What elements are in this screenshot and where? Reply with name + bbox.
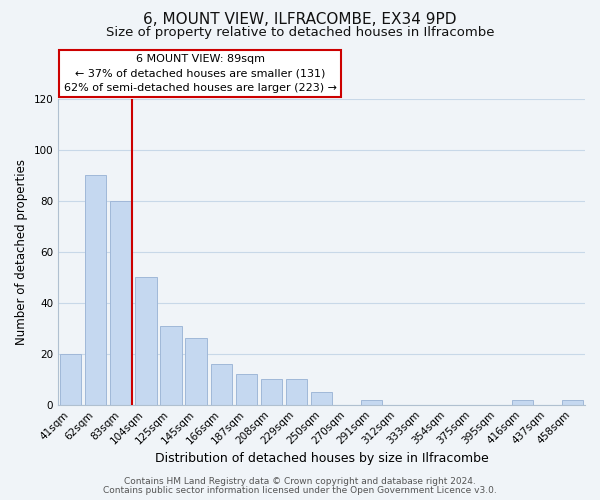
Bar xyxy=(211,364,232,405)
Bar xyxy=(136,278,157,404)
Text: Contains public sector information licensed under the Open Government Licence v3: Contains public sector information licen… xyxy=(103,486,497,495)
Bar xyxy=(512,400,533,404)
Bar xyxy=(110,201,131,404)
Text: Size of property relative to detached houses in Ilfracombe: Size of property relative to detached ho… xyxy=(106,26,494,39)
Bar xyxy=(286,379,307,404)
Bar xyxy=(311,392,332,404)
Bar xyxy=(185,338,207,404)
Bar xyxy=(261,379,282,404)
Bar xyxy=(361,400,382,404)
Bar xyxy=(60,354,82,405)
X-axis label: Distribution of detached houses by size in Ilfracombe: Distribution of detached houses by size … xyxy=(155,452,488,465)
Text: 6, MOUNT VIEW, ILFRACOMBE, EX34 9PD: 6, MOUNT VIEW, ILFRACOMBE, EX34 9PD xyxy=(143,12,457,28)
Bar xyxy=(236,374,257,404)
Bar xyxy=(85,176,106,404)
Bar xyxy=(562,400,583,404)
Y-axis label: Number of detached properties: Number of detached properties xyxy=(15,159,28,345)
Bar xyxy=(160,326,182,404)
Text: 6 MOUNT VIEW: 89sqm
← 37% of detached houses are smaller (131)
62% of semi-detac: 6 MOUNT VIEW: 89sqm ← 37% of detached ho… xyxy=(64,54,337,93)
Text: Contains HM Land Registry data © Crown copyright and database right 2024.: Contains HM Land Registry data © Crown c… xyxy=(124,477,476,486)
